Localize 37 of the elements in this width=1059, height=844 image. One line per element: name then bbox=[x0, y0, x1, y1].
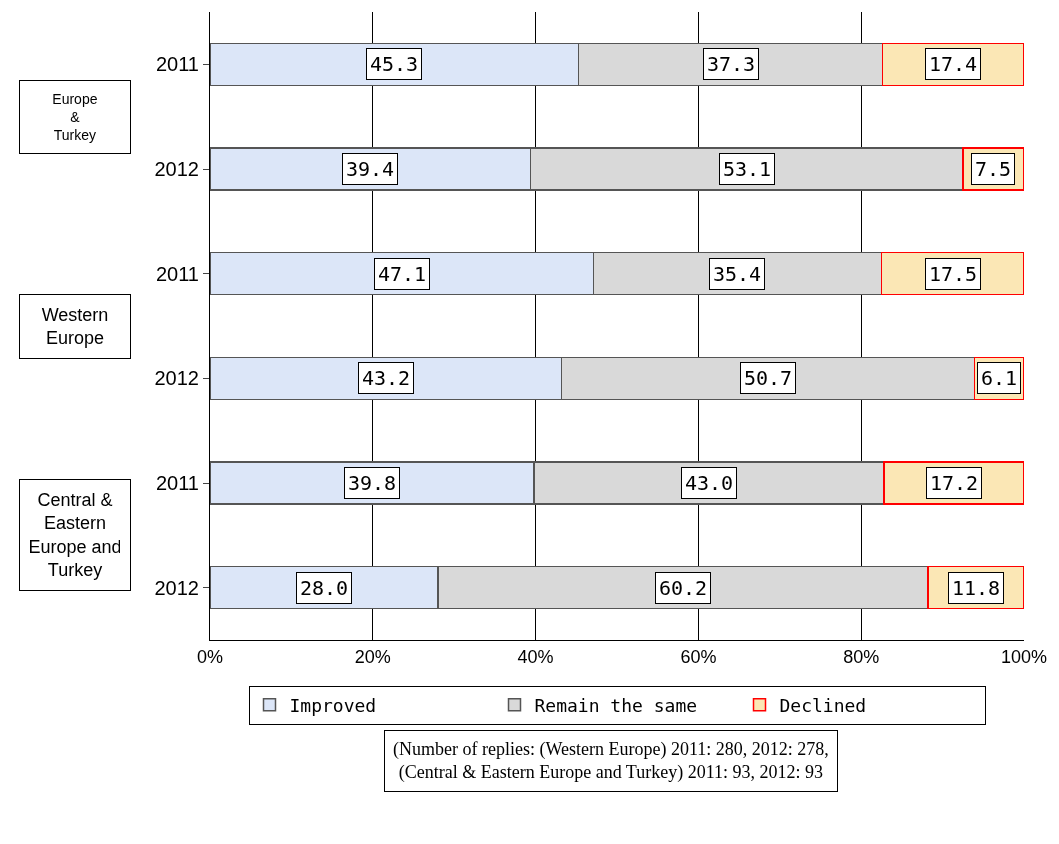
data-label: 6.1 bbox=[981, 366, 1018, 390]
x-tick-label: 80% bbox=[843, 646, 880, 667]
text: Europe & Turkey bbox=[52, 91, 98, 144]
data-label: 43.0 bbox=[685, 471, 734, 495]
x-tick-label: 60% bbox=[680, 646, 717, 667]
data-label: 47.1 bbox=[378, 262, 427, 286]
data-label: 39.4 bbox=[346, 157, 395, 181]
x-tick-label: 20% bbox=[354, 646, 391, 667]
y-tick-label: 2011 bbox=[155, 53, 199, 76]
data-label: 7.5 bbox=[975, 157, 1012, 181]
text: Western Europe bbox=[41, 305, 109, 349]
x-tick-label: 100% bbox=[1000, 646, 1048, 667]
data-label: 53.1 bbox=[723, 157, 772, 181]
x-tick-label: 0% bbox=[196, 646, 224, 667]
y-tick-label: 2011 bbox=[155, 472, 199, 494]
text: (Number of replies: (Western Europe) 2011: 280, 2012: 278, (Central & Eastern Europe and Turkey) 2011: 93, 2012: 93 bbox=[393, 739, 829, 784]
data-label: 43.2 bbox=[362, 366, 411, 390]
y-tick-label: 2011 bbox=[155, 262, 199, 285]
data-label: 50.7 bbox=[744, 366, 793, 390]
legend-label: Improved bbox=[289, 694, 377, 716]
data-label: 37.3 bbox=[707, 52, 756, 76]
data-label: 60.2 bbox=[659, 576, 708, 600]
data-label: 28.0 bbox=[300, 576, 349, 600]
y-tick-label: 2012 bbox=[154, 158, 199, 180]
y-tick-label: 2012 bbox=[154, 576, 199, 599]
data-label: 17.5 bbox=[929, 262, 978, 286]
data-label: 45.3 bbox=[370, 52, 419, 76]
legend-label: Declined bbox=[779, 694, 867, 716]
data-label: 39.8 bbox=[348, 471, 397, 495]
data-label: 35.4 bbox=[713, 262, 762, 286]
data-label: 11.8 bbox=[952, 576, 1001, 600]
legend-label: Remain the same bbox=[534, 694, 698, 716]
data-label: 17.2 bbox=[930, 471, 979, 495]
y-tick-label: 2012 bbox=[154, 367, 199, 390]
data-label: 17.4 bbox=[929, 52, 978, 76]
x-tick-label: 40% bbox=[517, 646, 554, 667]
text: Central & Eastern Europe and Turkey bbox=[28, 490, 122, 581]
